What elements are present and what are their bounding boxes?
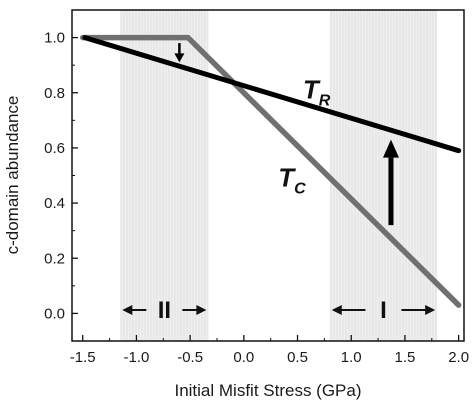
y-axis-label: c-domain abundance xyxy=(3,96,22,255)
series-line-tr xyxy=(82,35,462,154)
x-tick-label-0: -1.5 xyxy=(70,349,96,366)
x-tick-label-1: -1.0 xyxy=(124,349,150,366)
y-tick-label-0: 0.0 xyxy=(44,305,65,322)
annotation-arrow-head-1 xyxy=(174,53,185,63)
x-axis-label: Initial Misfit Stress (GPa) xyxy=(174,381,361,400)
series-label-tr: TR xyxy=(303,74,331,109)
shaded-region-1 xyxy=(120,10,209,341)
shaded-region-2 xyxy=(329,10,438,341)
x-tick-label-2: -0.5 xyxy=(177,349,203,366)
region-label-1: II xyxy=(158,297,171,324)
region-arrow-head-2-2 xyxy=(425,305,436,315)
y-tick-label-5: 1.0 xyxy=(44,30,65,47)
x-tick-label-5: 1.0 xyxy=(341,349,362,366)
x-tick-label-6: 1.5 xyxy=(395,349,416,366)
region-arrow-head-1-1 xyxy=(122,305,133,315)
region-label-2: I xyxy=(380,297,387,324)
region-arrow-head-2-1 xyxy=(331,305,342,315)
x-tick-label-7: 2.0 xyxy=(448,349,469,366)
annotation-arrow-head-2 xyxy=(382,139,399,158)
y-tick-label-4: 0.8 xyxy=(44,85,65,102)
series-label-tc: TC xyxy=(278,163,306,198)
series-line-tc xyxy=(79,34,462,308)
y-tick-label-3: 0.6 xyxy=(44,140,65,157)
x-tick-label-3: 0.0 xyxy=(233,349,254,366)
y-tick-label-1: 0.2 xyxy=(44,250,65,267)
region-arrow-head-1-2 xyxy=(196,305,207,315)
y-tick-label-2: 0.4 xyxy=(44,195,65,212)
x-tick-label-4: 0.5 xyxy=(287,349,308,366)
